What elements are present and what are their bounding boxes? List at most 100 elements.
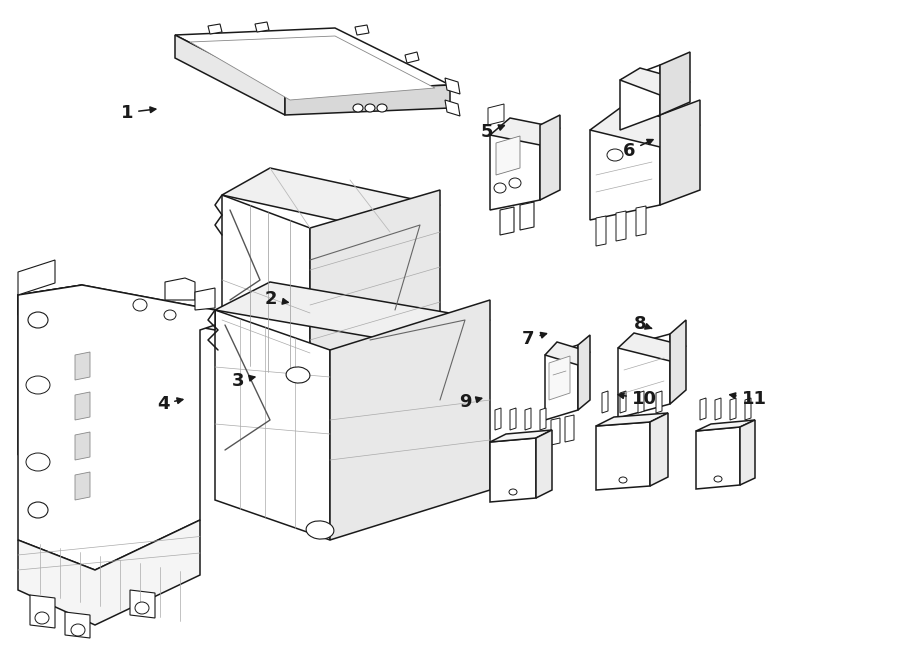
Text: 5: 5: [481, 123, 504, 142]
Polygon shape: [330, 300, 490, 540]
Polygon shape: [536, 430, 552, 498]
Polygon shape: [222, 195, 310, 388]
Polygon shape: [590, 108, 700, 147]
Ellipse shape: [607, 149, 623, 161]
Polygon shape: [565, 415, 574, 442]
Polygon shape: [525, 408, 531, 430]
Polygon shape: [500, 207, 514, 235]
Polygon shape: [638, 391, 644, 413]
Ellipse shape: [494, 183, 506, 193]
Polygon shape: [18, 285, 215, 570]
Polygon shape: [490, 438, 536, 502]
Polygon shape: [490, 430, 552, 442]
Polygon shape: [65, 612, 90, 638]
Polygon shape: [496, 136, 520, 175]
Polygon shape: [75, 472, 90, 500]
Polygon shape: [696, 420, 755, 431]
Polygon shape: [130, 590, 155, 618]
Text: 6: 6: [623, 140, 653, 160]
Polygon shape: [490, 118, 560, 145]
Polygon shape: [175, 35, 285, 115]
Polygon shape: [30, 595, 55, 628]
Polygon shape: [578, 335, 590, 410]
Ellipse shape: [365, 104, 375, 112]
Polygon shape: [596, 216, 606, 246]
Polygon shape: [730, 398, 736, 420]
Ellipse shape: [286, 367, 310, 383]
Polygon shape: [18, 260, 55, 295]
Ellipse shape: [619, 477, 627, 483]
Text: 10: 10: [618, 390, 657, 408]
Polygon shape: [255, 22, 269, 32]
Polygon shape: [495, 408, 501, 430]
Polygon shape: [75, 392, 90, 420]
Polygon shape: [540, 115, 560, 200]
Polygon shape: [355, 25, 369, 35]
Polygon shape: [175, 28, 450, 92]
Polygon shape: [620, 65, 660, 130]
Polygon shape: [636, 206, 646, 236]
Polygon shape: [510, 408, 516, 430]
Polygon shape: [545, 345, 578, 420]
Polygon shape: [620, 391, 626, 413]
Polygon shape: [520, 202, 534, 230]
Polygon shape: [18, 285, 215, 330]
Ellipse shape: [714, 476, 722, 482]
Ellipse shape: [509, 178, 521, 188]
Polygon shape: [540, 408, 546, 430]
Polygon shape: [616, 211, 626, 241]
Polygon shape: [545, 342, 590, 365]
Polygon shape: [660, 100, 700, 205]
Ellipse shape: [26, 453, 50, 471]
Polygon shape: [650, 413, 668, 486]
Ellipse shape: [26, 376, 50, 394]
Ellipse shape: [28, 312, 48, 328]
Polygon shape: [551, 418, 560, 445]
Polygon shape: [208, 24, 222, 34]
Polygon shape: [602, 391, 608, 413]
Polygon shape: [620, 68, 690, 95]
Polygon shape: [488, 104, 504, 125]
Ellipse shape: [353, 104, 363, 112]
Text: 7: 7: [522, 330, 546, 348]
Polygon shape: [285, 85, 450, 115]
Polygon shape: [745, 398, 751, 420]
Polygon shape: [715, 398, 721, 420]
Polygon shape: [596, 413, 668, 426]
Ellipse shape: [135, 602, 149, 614]
Polygon shape: [696, 427, 740, 489]
Polygon shape: [596, 422, 650, 490]
Polygon shape: [590, 115, 660, 220]
Polygon shape: [165, 278, 195, 300]
Ellipse shape: [164, 310, 176, 320]
Ellipse shape: [71, 624, 85, 636]
Ellipse shape: [28, 502, 48, 518]
Polygon shape: [18, 520, 200, 625]
Polygon shape: [190, 36, 435, 100]
Polygon shape: [75, 352, 90, 380]
Polygon shape: [660, 52, 690, 115]
Text: 3: 3: [232, 371, 255, 390]
Polygon shape: [700, 398, 706, 420]
Polygon shape: [445, 78, 460, 94]
Ellipse shape: [35, 612, 49, 624]
Text: 1: 1: [121, 103, 156, 122]
Polygon shape: [195, 288, 215, 310]
Text: 8: 8: [634, 315, 652, 334]
Ellipse shape: [133, 299, 147, 311]
Polygon shape: [215, 310, 330, 540]
Polygon shape: [310, 190, 440, 388]
Polygon shape: [75, 432, 90, 460]
Polygon shape: [740, 420, 755, 485]
Polygon shape: [549, 356, 570, 400]
Polygon shape: [618, 333, 686, 361]
Polygon shape: [215, 282, 490, 348]
Polygon shape: [490, 125, 540, 210]
Text: 11: 11: [730, 390, 767, 408]
Ellipse shape: [377, 104, 387, 112]
Polygon shape: [222, 168, 440, 232]
Ellipse shape: [306, 521, 334, 539]
Polygon shape: [670, 320, 686, 404]
Polygon shape: [445, 100, 460, 116]
Polygon shape: [18, 285, 82, 455]
